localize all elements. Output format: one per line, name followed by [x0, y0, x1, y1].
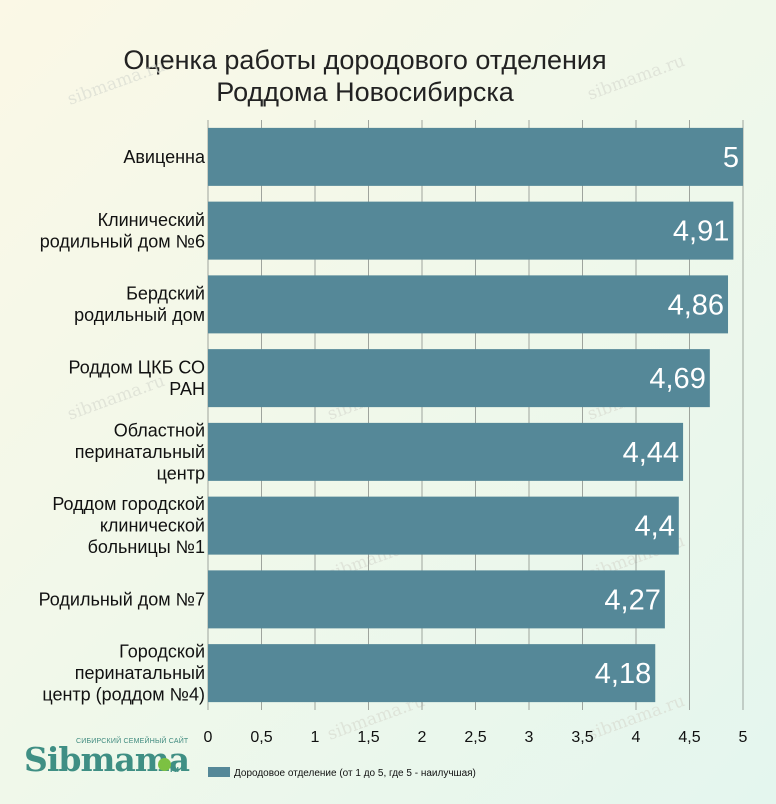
category-label-7-0: Городской [119, 642, 205, 662]
category-label-3-1: РАН [169, 379, 205, 399]
watermark-4: sibmama.ru [65, 371, 168, 425]
x-tick-label-8: 4 [632, 729, 641, 746]
bar-value-label-4: 4,44 [623, 437, 679, 469]
bar-3 [208, 349, 710, 408]
category-label-1-0: Клинический [98, 210, 205, 230]
sibmama-logo[interactable]: Sibmama СИБИРСКИЙ СЕМЕЙНЫЙ САЙТ ru [24, 738, 190, 784]
category-label-2-0: Бердский [126, 284, 205, 304]
category-label-0-0: Авиценна [123, 147, 206, 167]
bar-0 [208, 127, 743, 186]
x-tick-label-0: 0 [204, 729, 213, 746]
category-label-5-0: Роддом городской [52, 494, 205, 514]
chart-title-line-1: Оценка работы дородового отделения [123, 45, 607, 75]
watermark-1: sibmama.ru [585, 51, 688, 105]
legend-swatch [208, 767, 230, 777]
bar-value-label-3: 4,69 [649, 363, 705, 395]
category-label-7-1: перинатальный [75, 663, 205, 683]
chart-title: Оценка работы дородового отделения Роддо… [60, 44, 670, 108]
logo-tagline: СИБИРСКИЙ СЕМЕЙНЫЙ САЙТ [76, 738, 189, 745]
category-label-4-1: перинатальный [75, 442, 205, 462]
chart-title-line-2: Роддома Новосибирска [216, 77, 514, 107]
category-label-5-1: клинической [100, 516, 205, 536]
x-tick-label-4: 2 [418, 729, 427, 746]
logo-suffix: ru [170, 764, 179, 774]
bar-value-label-2: 4,86 [668, 289, 724, 321]
category-label-6-0: Родильный дом №7 [39, 589, 205, 609]
category-label-7-2: центр (роддом №4) [42, 685, 205, 705]
x-tick-label-2: 1 [311, 729, 320, 746]
bar-value-label-5: 4,4 [634, 511, 674, 543]
bar-7 [208, 644, 656, 703]
bar-4 [208, 422, 684, 481]
x-tick-label-3: 1,5 [357, 729, 379, 746]
bar-1 [208, 201, 734, 260]
logo-dot-icon [158, 758, 171, 771]
x-tick-label-9: 4,5 [678, 729, 700, 746]
bar-value-label-1: 4,91 [673, 216, 729, 248]
category-label-1-1: родильный дом №6 [40, 231, 205, 251]
bar-value-label-0: 5 [723, 142, 739, 174]
x-tick-label-5: 2,5 [464, 729, 486, 746]
bar-value-label-6: 4,27 [604, 584, 660, 616]
bar-value-label-7: 4,18 [595, 658, 651, 690]
bar-2 [208, 275, 729, 334]
x-tick-label-7: 3,5 [571, 729, 593, 746]
category-label-4-0: Областной [114, 420, 205, 440]
x-tick-label-10: 5 [739, 729, 748, 746]
category-label-3-0: Роддом ЦКБ СО [69, 357, 205, 377]
category-label-4-2: центр [157, 463, 205, 483]
bar-6 [208, 570, 665, 629]
x-tick-label-6: 3 [525, 729, 534, 746]
watermark-0: sibmama.ru [65, 56, 168, 110]
category-label-2-1: родильный дом [74, 305, 205, 325]
legend-label: Дородовое отделение (от 1 до 5, где 5 - … [234, 768, 476, 779]
category-label-5-2: больницы №1 [88, 537, 205, 557]
bar-5 [208, 496, 679, 555]
x-tick-label-1: 0,5 [250, 729, 272, 746]
